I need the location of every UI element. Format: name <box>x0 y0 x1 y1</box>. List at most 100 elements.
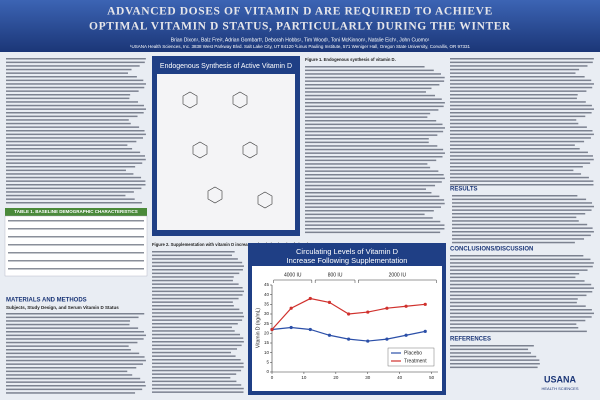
text-line <box>452 220 579 222</box>
text-line <box>152 369 242 372</box>
text-line <box>452 213 586 215</box>
text-line <box>450 162 591 164</box>
data-point <box>366 310 370 314</box>
text-line <box>450 280 585 282</box>
text-line <box>6 151 141 154</box>
data-point <box>404 304 408 308</box>
table-row <box>8 228 144 230</box>
text-line <box>305 112 431 115</box>
text-line <box>152 301 233 303</box>
text-line <box>6 184 146 186</box>
data-point <box>423 302 427 306</box>
text-line <box>450 155 593 157</box>
text-line <box>450 262 594 264</box>
text-line <box>305 210 434 212</box>
text-line <box>6 334 146 337</box>
text-line <box>450 119 577 121</box>
text-line <box>305 174 444 176</box>
text-line <box>152 312 243 314</box>
text-line <box>450 180 594 182</box>
text-line <box>305 152 445 154</box>
text-line <box>452 195 578 197</box>
text-line <box>305 134 438 136</box>
y-tick-label: 25 <box>264 321 270 326</box>
table-title: TABLE 1. BASELINE DEMOGRAPHIC CHARACTERI… <box>14 209 137 214</box>
y-tick-label: 0 <box>266 369 269 374</box>
text-line <box>152 272 240 275</box>
text-line <box>305 109 439 111</box>
text-line <box>450 90 587 92</box>
text-line <box>450 169 574 172</box>
annotation: 800 IU <box>328 272 343 278</box>
data-point <box>423 329 427 333</box>
text-line <box>305 184 436 187</box>
text-line <box>6 388 143 391</box>
text-line <box>6 202 142 204</box>
text-line <box>152 254 233 257</box>
title: ADVANCED DOSES OF VITAMIN D ARE REQUIRED… <box>107 6 493 18</box>
legend-label: Treatment <box>404 358 427 364</box>
text-line <box>305 181 442 183</box>
text-line <box>450 348 529 351</box>
text-line <box>6 363 143 365</box>
text-line <box>450 115 586 118</box>
text-line <box>6 187 142 190</box>
text-line <box>305 141 429 144</box>
text-line <box>452 227 593 229</box>
text-line <box>450 283 592 286</box>
title: OPTIMAL VITAMIN D STATUS, PARTICULARLY D… <box>89 21 511 33</box>
text-line <box>450 86 593 89</box>
x-tick-label: 10 <box>301 375 307 380</box>
section-heading: REFERENCES <box>450 337 491 343</box>
y-tick-label: 5 <box>266 360 269 365</box>
text-line <box>450 173 582 175</box>
text-line <box>450 287 594 289</box>
text-line <box>152 287 243 289</box>
x-tick-label: 20 <box>333 375 339 380</box>
text-line <box>450 112 592 114</box>
data-point <box>366 339 370 343</box>
text-line <box>305 91 426 93</box>
text-line <box>450 97 577 100</box>
x-tick-label: 50 <box>429 375 435 380</box>
text-line <box>305 206 442 208</box>
text-line <box>6 68 132 71</box>
text-line <box>305 188 427 190</box>
data-point <box>289 325 293 330</box>
text-line <box>450 327 579 329</box>
table-header <box>5 208 147 216</box>
text-line <box>450 258 591 261</box>
text-line <box>152 377 231 379</box>
chart-title: Circulating Levels of Vitamin D <box>296 247 399 256</box>
data-point <box>404 333 408 337</box>
text-line <box>152 380 237 383</box>
text-line <box>152 362 244 365</box>
text-line <box>450 101 586 103</box>
text-line <box>6 349 131 351</box>
table-row <box>8 260 144 262</box>
text-line <box>6 61 145 64</box>
text-line <box>452 241 575 244</box>
text-line <box>450 298 578 300</box>
text-line <box>152 337 244 339</box>
x-tick-label: 0 <box>271 375 274 380</box>
text-line <box>305 195 440 198</box>
molecule <box>257 191 273 209</box>
text-line <box>450 68 580 71</box>
table <box>4 215 148 277</box>
text-line <box>305 130 444 133</box>
y-axis-label: Vitamin D (ng/mL) <box>255 308 261 349</box>
text-line <box>305 228 445 230</box>
text-line <box>6 166 136 168</box>
text-line <box>305 123 443 126</box>
text-line <box>305 156 443 158</box>
text-line <box>152 279 233 282</box>
text-line <box>450 72 576 74</box>
text-line <box>152 373 237 375</box>
data-point <box>385 306 389 310</box>
text-line <box>450 133 594 136</box>
text-line <box>305 116 428 118</box>
molecule <box>242 141 258 159</box>
text-line <box>450 140 585 143</box>
